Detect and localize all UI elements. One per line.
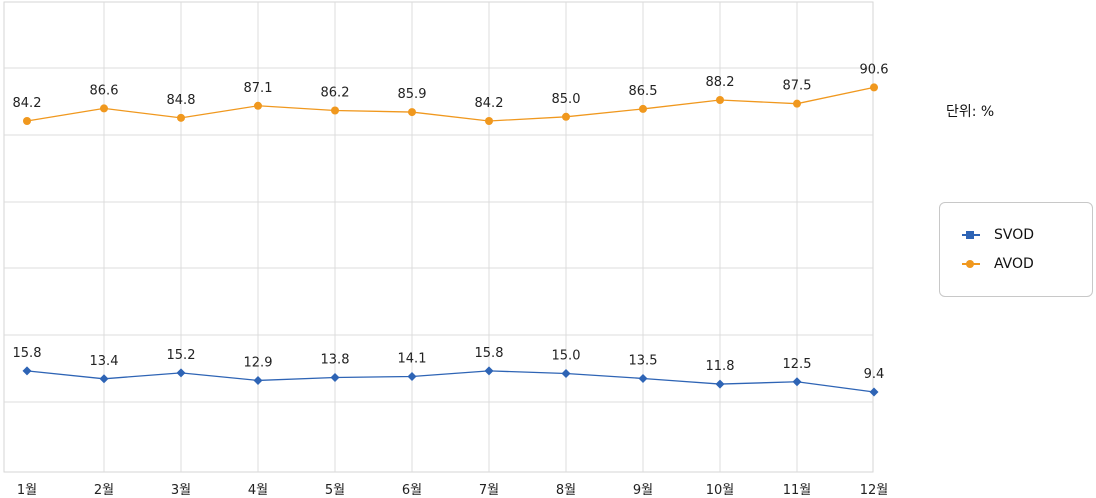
data-label: 87.1 <box>244 81 273 96</box>
chart-grid <box>3 1 874 473</box>
data-point <box>638 373 648 383</box>
legend-swatch-svod <box>960 228 982 242</box>
data-label: 15.8 <box>475 346 504 361</box>
data-point <box>331 106 339 115</box>
data-label: 15.8 <box>13 346 42 361</box>
data-point <box>716 96 724 104</box>
data-point <box>23 117 31 125</box>
data-point <box>793 99 801 108</box>
legend-item-avod: AVOD <box>960 256 1034 272</box>
data-label: 85.0 <box>552 92 581 107</box>
unit-label: 단위: % <box>946 104 995 120</box>
data-point <box>177 113 185 122</box>
data-label: 88.2 <box>706 75 735 90</box>
data-point <box>561 369 571 379</box>
x-axis-ticks: 1월 2월 3월 4월 5월 6월 7월 8월 9월 10월 11월 12월 <box>17 483 888 498</box>
plot-frame <box>3 1 874 473</box>
data-point <box>870 83 878 92</box>
data-point <box>792 377 802 387</box>
data-label: 84.8 <box>167 93 196 108</box>
data-label: 11.8 <box>706 359 735 374</box>
data-label: 90.6 <box>860 62 889 77</box>
series-line <box>26 370 875 393</box>
data-label: 86.6 <box>90 83 119 98</box>
x-tick-label: 1월 <box>17 483 37 498</box>
x-tick-label: 3월 <box>171 483 191 498</box>
data-point <box>330 372 340 382</box>
data-label: 14.1 <box>398 351 427 366</box>
data-point <box>408 108 416 117</box>
x-tick-label: 12월 <box>860 483 889 498</box>
x-tick-label: 11월 <box>783 483 812 498</box>
data-point <box>176 368 186 378</box>
data-point <box>407 371 417 381</box>
data-label: 13.4 <box>90 354 119 369</box>
x-tick-label: 5월 <box>325 483 345 498</box>
data-label: 15.2 <box>167 348 196 363</box>
series-line <box>26 86 875 122</box>
data-point <box>254 101 262 110</box>
chart-legend: SVOD AVOD <box>939 202 1093 297</box>
data-point <box>484 366 494 376</box>
x-tick-label: 8월 <box>556 483 576 498</box>
data-point <box>869 387 879 397</box>
data-point <box>562 112 570 121</box>
x-tick-label: 9월 <box>633 483 653 498</box>
series-avod: 84.2 86.6 84.8 87.1 86.2 85.9 84.2 85.0 86.5 88.2… <box>13 62 889 125</box>
data-label: 84.2 <box>475 96 504 111</box>
legend-item-svod: SVOD <box>960 227 1034 243</box>
legend-label-svod: SVOD <box>994 227 1035 243</box>
data-label: 15.0 <box>552 349 581 364</box>
data-point <box>485 117 493 125</box>
data-label: 9.4 <box>864 367 885 382</box>
data-label: 13.8 <box>321 352 350 367</box>
data-point <box>715 379 725 389</box>
legend-swatch-avod <box>960 257 982 271</box>
data-label: 87.5 <box>783 79 812 94</box>
data-label: 12.9 <box>244 355 273 370</box>
x-tick-label: 7월 <box>479 483 499 498</box>
chart-series: 15.8 13.4 15.2 12.9 13.8 14.1 15.8 15.0 13.5 11.8… <box>13 62 889 397</box>
data-label: 86.2 <box>321 86 350 101</box>
data-label: 13.5 <box>629 353 658 368</box>
data-label: 85.9 <box>398 87 427 102</box>
data-label: 84.2 <box>13 96 42 111</box>
x-tick-label: 10월 <box>706 483 735 498</box>
data-label: 12.5 <box>783 357 812 372</box>
data-point <box>639 104 647 113</box>
x-tick-label: 6월 <box>402 483 422 498</box>
series-svod: 15.8 13.4 15.2 12.9 13.8 14.1 15.8 15.0 13.5 11.8… <box>13 346 885 397</box>
data-point <box>99 374 109 384</box>
x-tick-label: 4월 <box>248 483 268 498</box>
data-point <box>253 375 263 385</box>
data-point <box>100 104 108 113</box>
data-point <box>22 366 32 376</box>
data-label: 86.5 <box>629 84 658 99</box>
legend-label-avod: AVOD <box>994 256 1034 272</box>
x-tick-label: 2월 <box>94 483 114 498</box>
